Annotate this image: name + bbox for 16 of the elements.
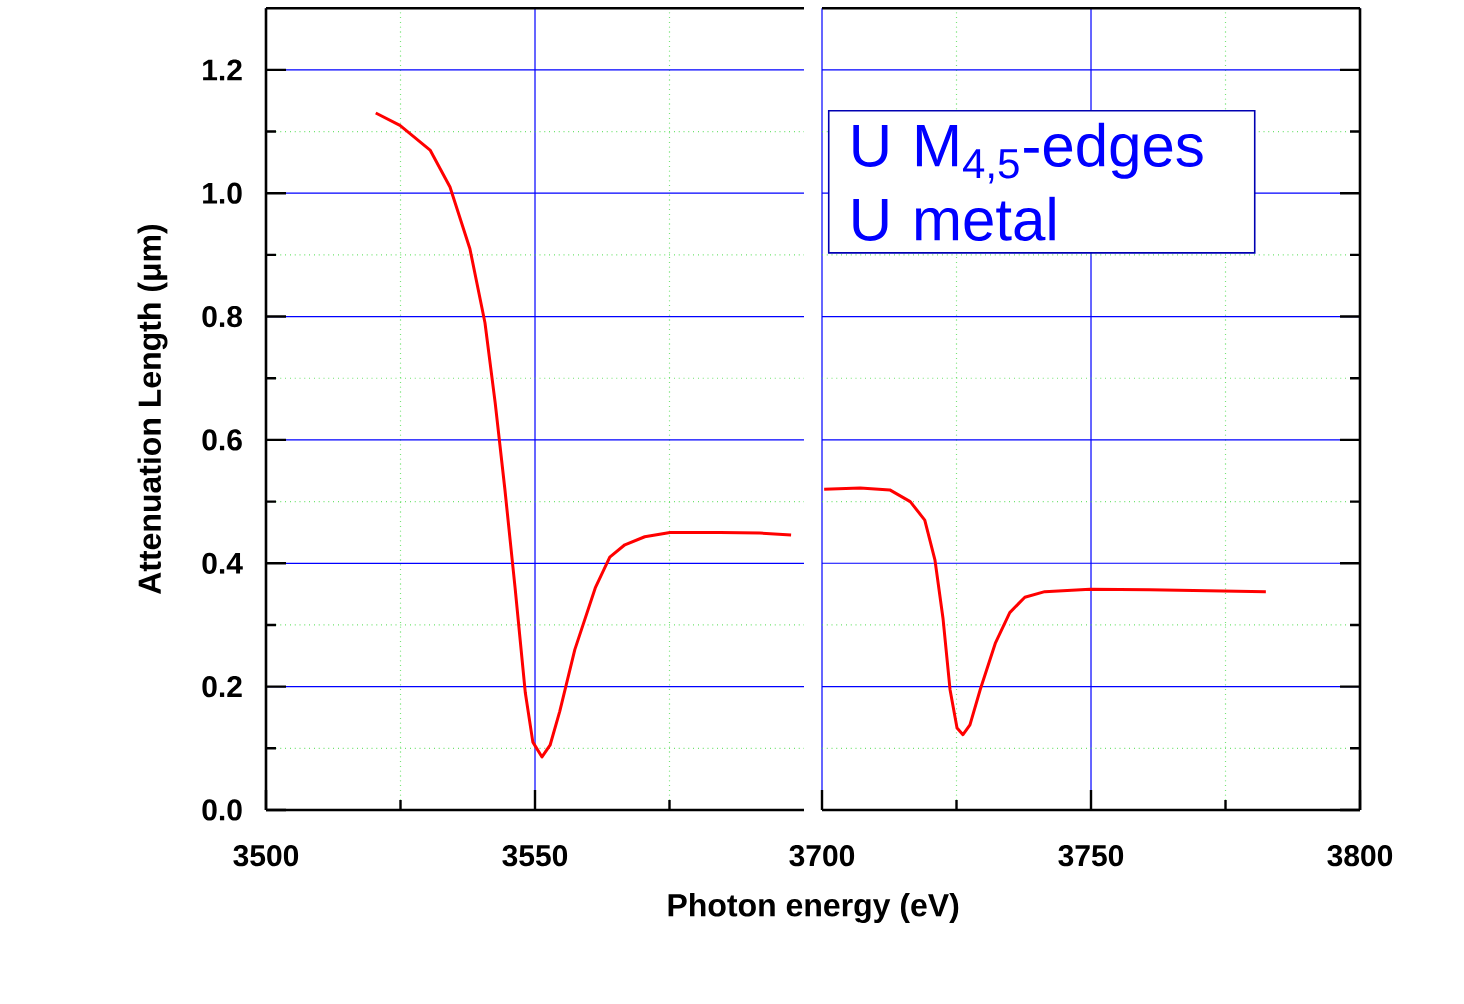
x-tick-label: 3700 [789,845,855,867]
x-axis-title: Photon energy (eV) [668,893,959,924]
y-tick-label: 0.2 [202,676,242,698]
x-tick-label: 3800 [1327,845,1393,867]
y-tick-label: 0.6 [202,429,242,451]
annotation: U metal [853,196,1055,241]
y-tick-label: 0.8 [202,305,242,328]
y-tick-label: 1.2 [203,59,242,81]
annotation: U M$_{4,5}$-edges [853,122,1203,184]
x-tick-label: 3550 [502,845,568,867]
x-tick-label: 3500 [233,845,299,867]
x-tick-label: 3750 [1058,845,1124,867]
y-tick-label: 0.0 [202,799,242,821]
y-tick-label: 0.4 [202,552,243,574]
y-tick-label: 1.0 [203,182,242,204]
y-axis-title: Attenuation Length (μm) [137,224,168,595]
